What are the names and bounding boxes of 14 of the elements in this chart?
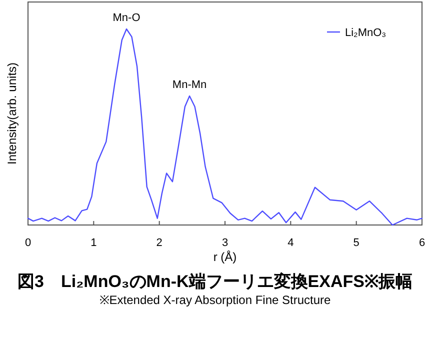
x-tick-label: 6 [418,237,426,249]
x-tick-label: 1 [90,237,97,249]
annotation: Mn-O [112,12,141,24]
x-tick-label: 5 [353,237,360,249]
x-axis-title: r (Å) [213,250,237,264]
x-tick-label: 4 [288,237,294,249]
y-axis-title: Intensity(arb. units) [5,62,19,165]
text: 図3 Li₂MnO₃のMn-K端フーリエ変換EXAFS※振幅 [18,272,412,291]
annotation: Mn-Mn [172,79,207,92]
x-tick-label: 2 [156,237,162,249]
legend-label: Li₂MnO₃ [345,27,386,39]
x-tick-label: 3 [222,237,228,249]
text: ※Extended X-ray Absorption Fine Structure [99,293,332,307]
x-tick-label: 0 [24,237,32,249]
